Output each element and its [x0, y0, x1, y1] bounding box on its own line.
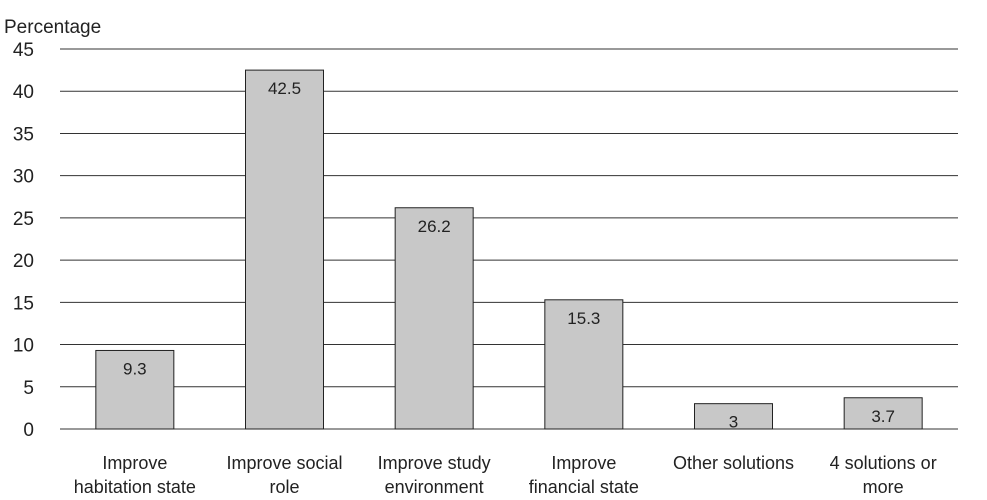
y-tick-label: 45 — [13, 40, 34, 61]
y-axis-ticks: 0 5 10 15 20 25 30 35 40 45 — [13, 40, 34, 441]
data-label: 42.5 — [268, 79, 301, 98]
data-label: 3 — [729, 413, 738, 432]
y-tick-label: 5 — [23, 378, 34, 399]
data-label: 3.7 — [871, 407, 895, 426]
bar — [245, 69, 324, 430]
y-tick-label: 25 — [13, 209, 34, 230]
y-tick-label: 35 — [13, 124, 34, 145]
y-tick-label: 20 — [13, 251, 34, 272]
data-labels: 9.3 42.5 26.2 15.3 3 3.7 — [123, 79, 895, 432]
y-tick-label: 15 — [13, 293, 34, 314]
x-tick-label: Other solutions — [673, 453, 794, 473]
bar — [843, 397, 923, 430]
y-tick-label: 30 — [13, 167, 34, 188]
data-label: 9.3 — [123, 359, 147, 378]
bar — [694, 403, 773, 430]
x-tick-label: Improve study environment — [378, 453, 491, 495]
x-tick-label: Improve habitation state — [74, 453, 196, 495]
x-axis-ticks: Improve habitation state Improve social rol… — [74, 453, 937, 497]
x-tick-label: 4 solutions or more — [830, 453, 937, 495]
data-label: 26.2 — [418, 217, 451, 236]
y-tick-label: 10 — [13, 336, 34, 357]
y-tick-label: 0 — [23, 420, 34, 441]
bar — [95, 349, 175, 430]
y-tick-label: 40 — [13, 82, 34, 103]
gridlines — [60, 48, 958, 430]
data-label: 15.3 — [567, 309, 600, 328]
x-tick-label: Improve social role — [226, 453, 342, 495]
bar — [544, 299, 624, 430]
bar — [394, 207, 474, 430]
bars — [95, 69, 923, 430]
y-axis-label: Percentage — [4, 17, 101, 38]
x-tick-label: Improve financial state — [529, 453, 639, 495]
